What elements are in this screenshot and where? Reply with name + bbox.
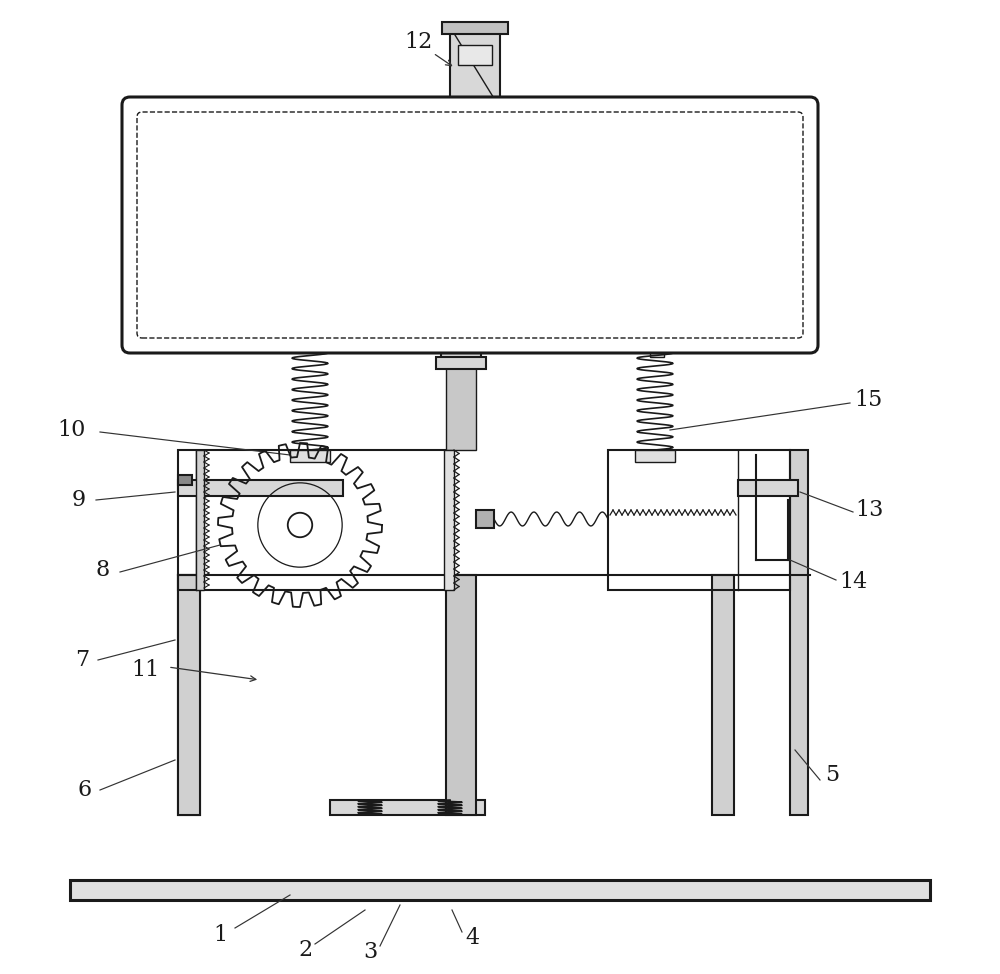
Bar <box>458 45 492 65</box>
Bar <box>712 575 734 815</box>
Bar <box>608 450 790 590</box>
FancyBboxPatch shape <box>122 97 818 353</box>
Text: 10: 10 <box>58 419 86 441</box>
Bar <box>178 480 343 496</box>
Bar <box>441 345 481 360</box>
Bar <box>446 345 476 450</box>
Bar <box>650 345 664 357</box>
Bar <box>444 450 454 590</box>
Bar <box>196 450 204 590</box>
Text: 7: 7 <box>75 649 89 671</box>
Bar <box>635 337 675 347</box>
Text: 1: 1 <box>213 924 227 946</box>
Bar <box>436 357 486 369</box>
Text: 14: 14 <box>839 571 867 593</box>
Text: 11: 11 <box>131 659 159 681</box>
Bar <box>178 575 200 815</box>
Bar <box>178 575 200 815</box>
Text: 15: 15 <box>854 389 882 411</box>
Text: 9: 9 <box>72 489 86 511</box>
Bar <box>450 30 500 110</box>
Text: 3: 3 <box>363 941 377 963</box>
Bar <box>442 22 508 34</box>
Bar <box>738 480 798 496</box>
Bar <box>446 575 476 815</box>
Bar <box>178 475 192 485</box>
Bar <box>290 337 330 347</box>
Text: 2: 2 <box>298 939 312 961</box>
Bar <box>330 800 485 815</box>
Bar <box>790 450 808 815</box>
Text: 13: 13 <box>856 499 884 521</box>
Text: 12: 12 <box>404 31 432 53</box>
Text: 5: 5 <box>825 764 839 786</box>
Bar <box>178 450 446 590</box>
Bar <box>476 510 494 528</box>
Bar <box>290 450 330 462</box>
Text: 4: 4 <box>465 927 479 949</box>
Bar <box>70 880 930 900</box>
Text: 8: 8 <box>96 559 110 581</box>
Bar <box>635 450 675 462</box>
Text: 6: 6 <box>78 779 92 801</box>
